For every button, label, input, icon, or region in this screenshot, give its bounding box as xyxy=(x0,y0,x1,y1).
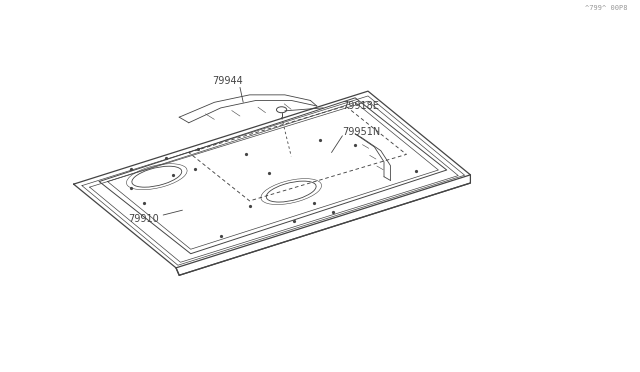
Text: 79944: 79944 xyxy=(212,76,243,86)
Text: 79918E: 79918E xyxy=(342,101,380,111)
Text: ^799^ 00P8: ^799^ 00P8 xyxy=(585,5,627,11)
Text: 79910: 79910 xyxy=(129,215,159,224)
Text: 79951N: 79951N xyxy=(342,127,381,137)
